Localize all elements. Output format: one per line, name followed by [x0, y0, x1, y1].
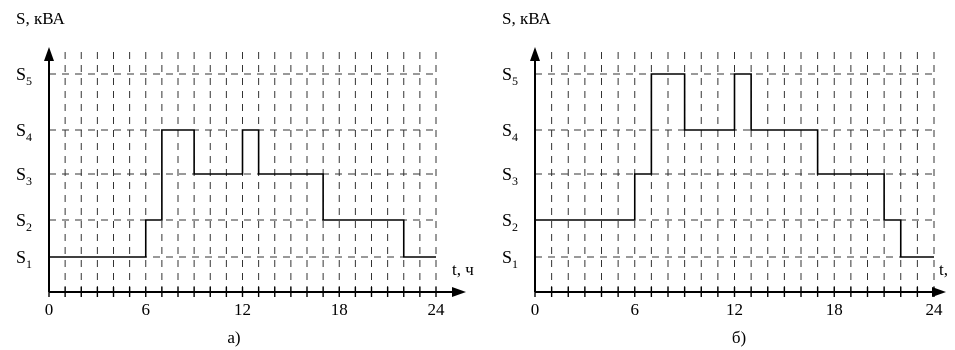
x-tick-label: 12 — [234, 300, 251, 319]
x-axis-label: t, ч — [452, 260, 474, 279]
load-step-line — [535, 73, 934, 258]
y-level-label: S2 — [16, 210, 32, 234]
panel-label: а) — [227, 328, 240, 347]
y-level-label: S5 — [502, 64, 518, 88]
x-tick-label: 6 — [142, 300, 151, 319]
x-tick-label: 24 — [926, 300, 944, 319]
x-tick-label: 18 — [331, 300, 348, 319]
y-level-label: S4 — [502, 120, 518, 144]
y-level-label: S3 — [16, 164, 32, 188]
y-level-label: S3 — [502, 164, 518, 188]
x-axis-arrow — [932, 287, 946, 297]
x-axis-arrow — [452, 287, 466, 297]
x-tick-label: 18 — [826, 300, 843, 319]
y-level-label: S1 — [502, 247, 518, 271]
x-tick-label: 12 — [726, 300, 743, 319]
y-axis-label: S, кВА — [16, 9, 65, 28]
panel-label: б) — [732, 328, 746, 347]
x-tick-label: 0 — [45, 300, 54, 319]
x-tick-label: 6 — [631, 300, 640, 319]
y-level-label: S5 — [16, 64, 32, 88]
y-axis-arrow — [530, 47, 540, 61]
y-level-label: S1 — [16, 247, 32, 271]
y-level-label: S2 — [502, 210, 518, 234]
load-step-line — [49, 129, 436, 258]
y-axis-label: S, кВА — [502, 9, 551, 28]
x-tick-label: 24 — [428, 300, 446, 319]
y-level-label: S4 — [16, 120, 32, 144]
y-axis-arrow — [44, 47, 54, 61]
x-tick-label: 0 — [531, 300, 540, 319]
chart-panel-1: 0 6 12 18 24 S1 S2 S3 S4 S5 S, кВА t, ч а) — [16, 9, 474, 347]
x-axis-label: t, — [939, 260, 948, 279]
chart-panel-2: 0 6 12 18 24 S1 S2 S3 S4 S5 S, кВА t, б) — [502, 9, 948, 347]
